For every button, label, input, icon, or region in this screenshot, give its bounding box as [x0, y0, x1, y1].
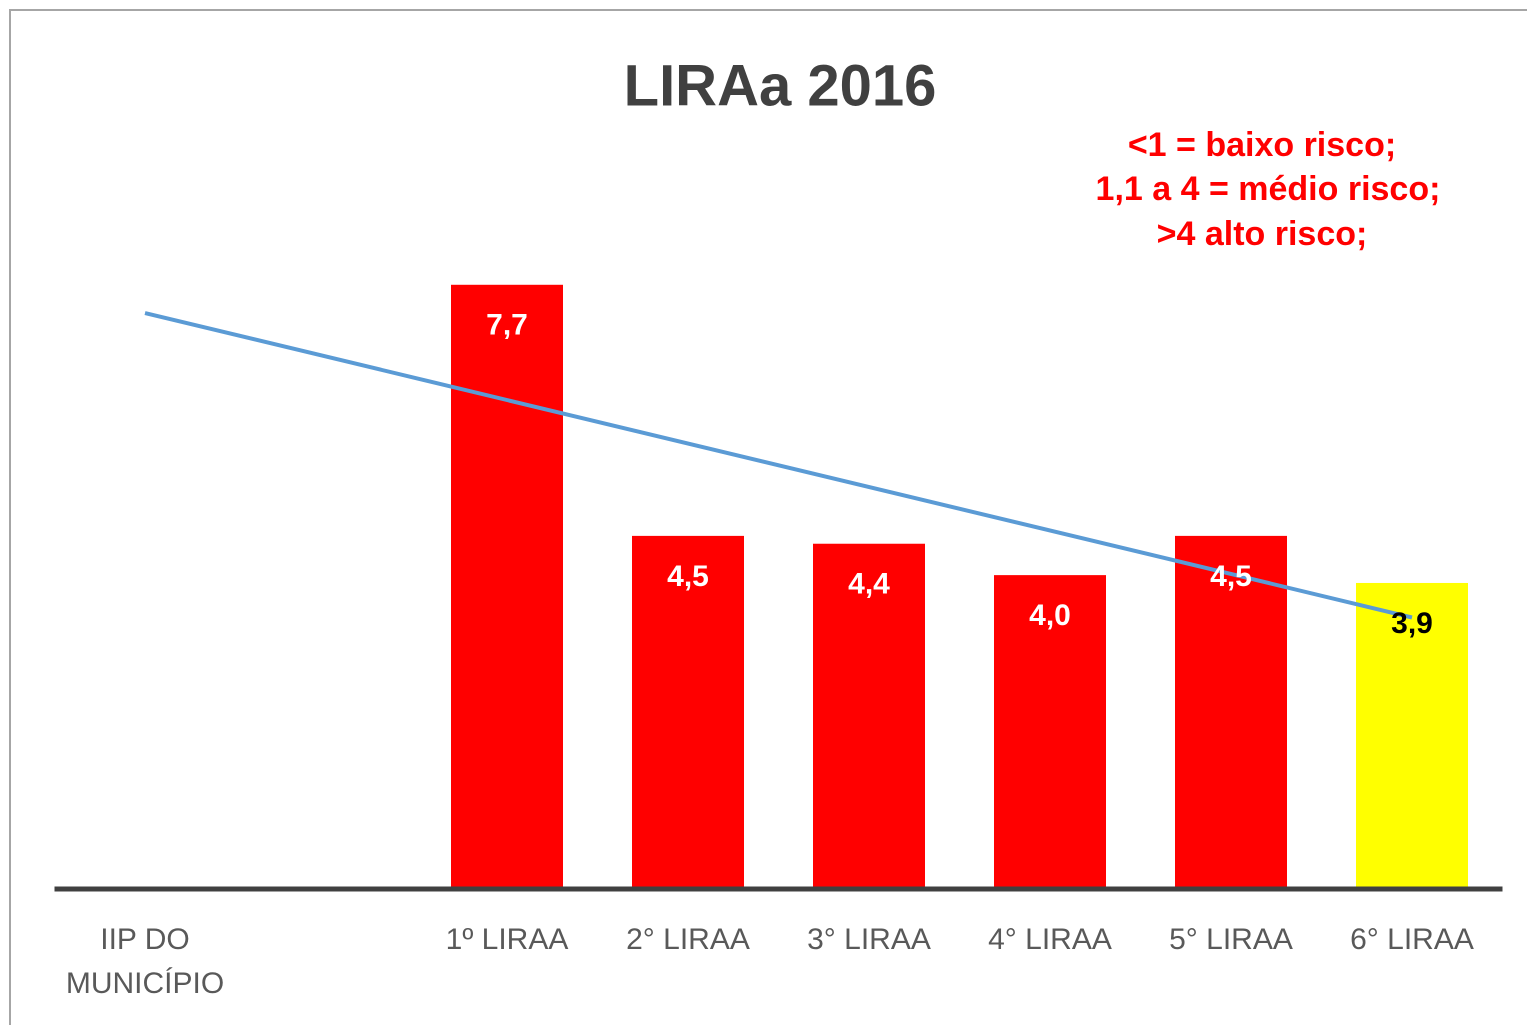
x-tick-label: 5° LIRAA — [1169, 923, 1293, 956]
bar — [1175, 535, 1287, 889]
value-label: 4,4 — [848, 568, 890, 601]
value-label: 4,0 — [1029, 599, 1071, 632]
annotation: 1,1 a 4 = médio risco; — [1096, 170, 1441, 208]
bar — [451, 284, 563, 889]
value-label: 4,5 — [1210, 560, 1252, 593]
annotation: >4 alto risco; — [1157, 215, 1368, 253]
bar — [813, 543, 925, 889]
bar — [994, 575, 1106, 889]
chart-frame — [9, 9, 1527, 1025]
bar — [632, 535, 744, 889]
bar — [1356, 582, 1468, 889]
x-tick-label: 2° LIRAA — [626, 923, 750, 956]
value-label: 7,7 — [486, 309, 528, 342]
x-tick-label: 6° LIRAA — [1350, 923, 1474, 956]
annotation: <1 = baixo risco; — [1128, 126, 1396, 164]
x-tick-label: 4° LIRAA — [988, 923, 1112, 956]
value-label: 3,9 — [1391, 607, 1433, 640]
chart-title: LIRAa 2016 — [624, 53, 937, 118]
x-tick-label: 3° LIRAA — [807, 923, 931, 956]
value-label: 4,5 — [667, 560, 709, 593]
x-tick-label: IIP DO MUNICÍPIO — [65, 923, 225, 1000]
trendline — [144, 311, 1413, 620]
x-tick-label: 1º LIRAA — [445, 923, 569, 956]
